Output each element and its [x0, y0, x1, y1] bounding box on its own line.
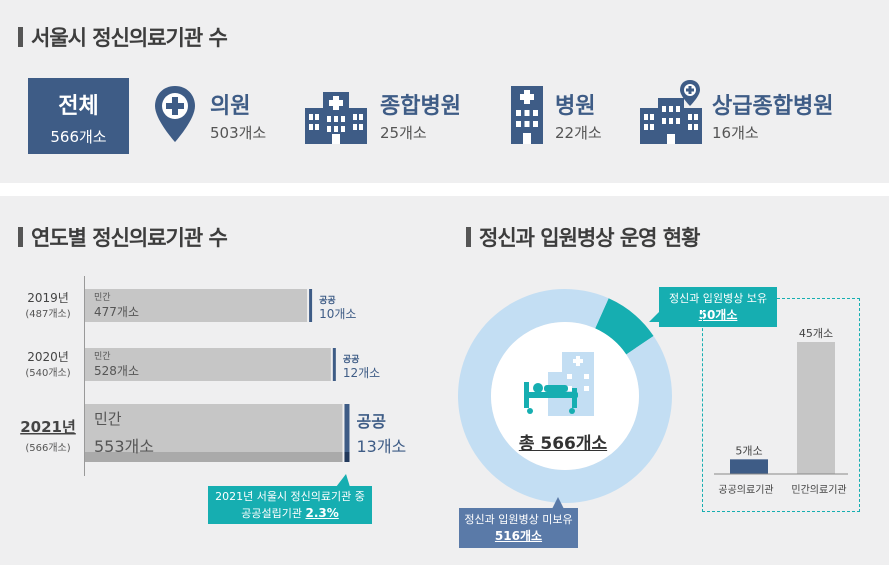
category-label: 공공의료기관 [718, 484, 773, 496]
bar-value-label: 45개소 [799, 327, 833, 340]
tertiary-hospital-icon [640, 80, 702, 144]
bed-building-icon [524, 352, 594, 416]
yearly-title: 연도별 정신의료기관 수 [18, 222, 228, 252]
hospital-tower-icon [511, 86, 543, 144]
public-ratio-callout: 2021년 서울시 정신의료기관 중 공공설립기관 2.3% [208, 486, 372, 524]
bar [797, 342, 835, 474]
category-total-label: (540개소) [25, 367, 70, 379]
bar-series-label: 공공 [343, 354, 360, 365]
bar-value-label: 5개소 [735, 444, 762, 457]
donut-center-label: 총 566개소 [518, 434, 608, 454]
category-name: 상급종합병원 [712, 94, 834, 119]
category-count: 25개소 [380, 124, 427, 142]
donut-slice [595, 298, 654, 355]
donut-slice [457, 289, 672, 503]
hospital-building-icon [305, 92, 367, 144]
callout-pointer [336, 474, 350, 487]
category-count: 16개소 [712, 124, 759, 142]
bar-series-label: 민간 [94, 410, 122, 428]
bar-value-label: 528개소 [94, 364, 139, 378]
callout-value: 516개소 [494, 529, 543, 543]
category-count: 22개소 [555, 124, 602, 142]
bar-series-label: 공공 [356, 412, 386, 431]
y-axis-line [84, 276, 85, 476]
category-name: 종합병원 [380, 94, 461, 119]
bar-series-label: 민간 [94, 292, 111, 303]
callout-line: 2021년 서울시 정신의료기관 중 [215, 490, 365, 503]
category-name: 병원 [555, 94, 596, 119]
category-count: 503개소 [210, 124, 267, 142]
category-label: 2020년 [27, 350, 69, 364]
bar-private [85, 289, 308, 322]
bar-public [332, 348, 336, 381]
bar-private-shadow [85, 452, 343, 462]
category-label: 민간의료기관 [791, 484, 846, 496]
bar-public [309, 289, 313, 322]
bar-public-shadow [344, 452, 350, 462]
bar-value-label: 553개소 [94, 437, 154, 456]
total-box: 전체 566개소 [28, 78, 129, 154]
bar [730, 459, 768, 474]
bar-value-label: 10개소 [319, 307, 356, 321]
category-total-label: (487개소) [25, 308, 70, 320]
total-label: 전체 [58, 94, 99, 119]
beds-none-callout: 정신과 입원병상 미보유 516개소 [459, 508, 578, 548]
callout-value: 2.3% [305, 506, 339, 520]
bar-value-label: 13개소 [356, 437, 406, 456]
category-name: 의원 [210, 94, 251, 119]
bar-public [344, 404, 350, 462]
bar-series-label: 민간 [94, 351, 111, 362]
bar-value-label: 477개소 [94, 305, 139, 319]
beds-title: 정신과 입원병상 운영 현황 [466, 222, 700, 252]
map-pin-plus-icon [155, 86, 195, 142]
beds-have-callout: 정신과 입원병상 보유 50개소 [659, 287, 777, 327]
summary-title: 서울시 정신의료기관 수 [18, 22, 228, 52]
bar-value-label: 12개소 [343, 366, 380, 380]
bar-private [85, 348, 331, 381]
bed-breakdown-box [702, 298, 860, 512]
callout-pointer [649, 310, 661, 322]
category-total-label: (566개소) [25, 442, 70, 454]
category-label: 2019년 [27, 291, 69, 305]
category-label: 2021년 [20, 418, 76, 436]
callout-value: 50개소 [698, 308, 738, 322]
callout-line: 공공설립기관 [241, 507, 302, 520]
callout-line: 정신과 입원병상 미보유 [464, 513, 573, 526]
callout-pointer [552, 497, 564, 509]
bar-series-label: 공공 [319, 295, 336, 306]
total-count: 566개소 [50, 128, 107, 146]
